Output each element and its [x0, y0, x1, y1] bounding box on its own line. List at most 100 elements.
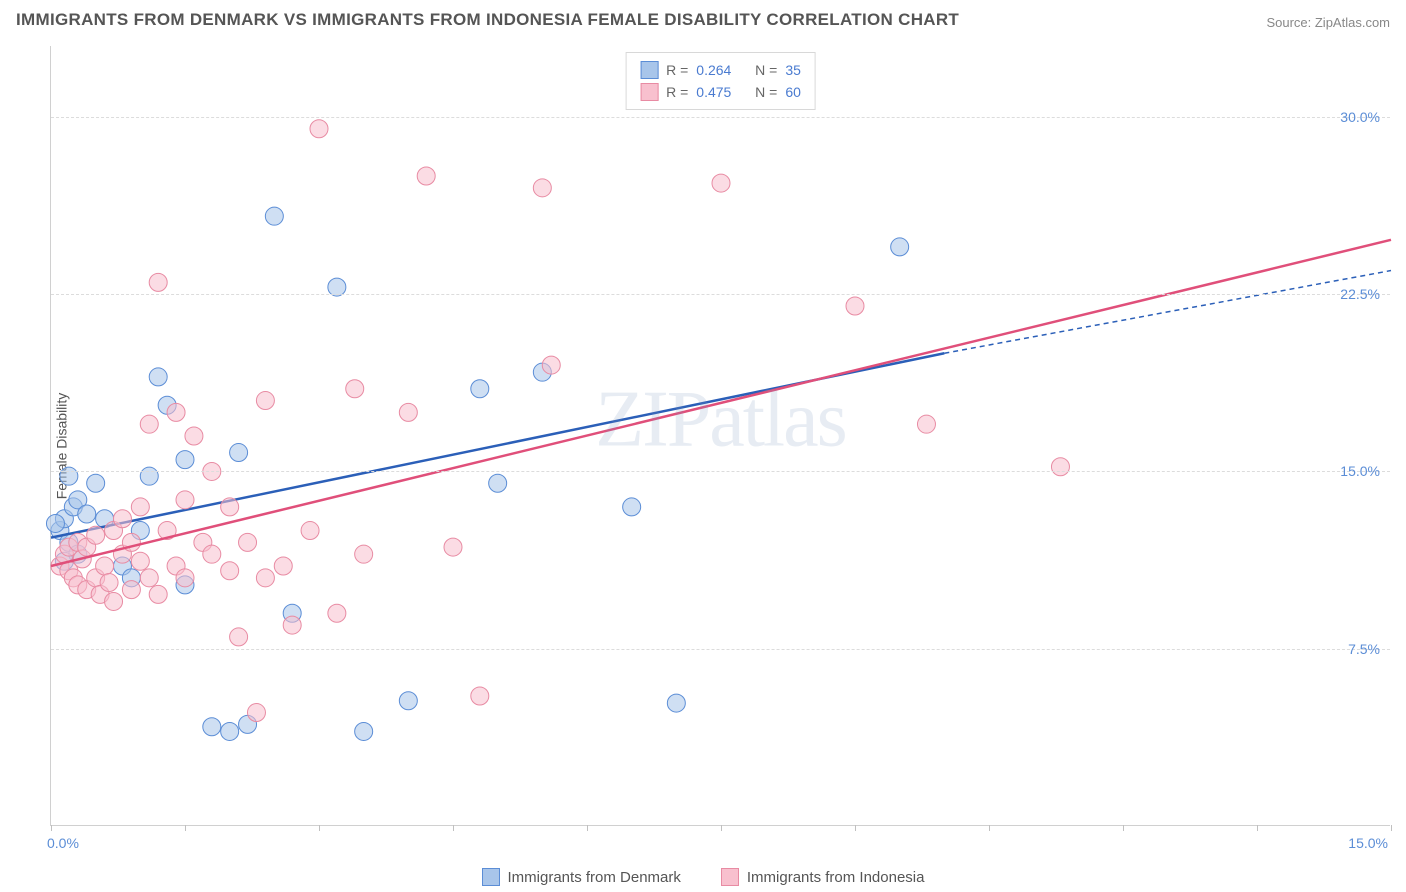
data-point	[417, 167, 435, 185]
data-point	[78, 505, 96, 523]
n-label: N =	[755, 62, 777, 78]
swatch-indonesia-icon	[721, 868, 739, 886]
data-point	[256, 392, 274, 410]
scatter-svg	[51, 46, 1390, 825]
data-point	[399, 692, 417, 710]
x-tick	[587, 825, 588, 831]
data-point	[221, 498, 239, 516]
data-point	[149, 368, 167, 386]
x-tick	[185, 825, 186, 831]
n-value-denmark: 35	[785, 62, 801, 78]
data-point	[149, 585, 167, 603]
data-point	[471, 687, 489, 705]
series-legend: Immigrants from Denmark Immigrants from …	[0, 868, 1406, 886]
data-point	[346, 380, 364, 398]
x-tick	[989, 825, 990, 831]
n-value-indonesia: 60	[785, 84, 801, 100]
trend-line	[51, 240, 1391, 566]
data-point	[310, 120, 328, 138]
x-tick	[1391, 825, 1392, 831]
r-label: R =	[666, 84, 688, 100]
y-tick-label: 22.5%	[1340, 286, 1380, 302]
data-point	[131, 498, 149, 516]
data-point	[542, 356, 560, 374]
gridline	[51, 471, 1390, 472]
chart-title: IMMIGRANTS FROM DENMARK VS IMMIGRANTS FR…	[16, 10, 959, 30]
data-point	[301, 522, 319, 540]
x-tick	[1257, 825, 1258, 831]
data-point	[131, 552, 149, 570]
swatch-denmark-icon	[482, 868, 500, 886]
data-point	[891, 238, 909, 256]
data-point	[140, 569, 158, 587]
data-point	[122, 581, 140, 599]
y-tick-label: 30.0%	[1340, 109, 1380, 125]
chart-plot-area: ZIPatlas R = 0.264 N = 35 R = 0.475 N = …	[50, 46, 1390, 826]
data-point	[167, 403, 185, 421]
data-point	[247, 704, 265, 722]
data-point	[140, 415, 158, 433]
data-point	[230, 628, 248, 646]
correlation-legend: R = 0.264 N = 35 R = 0.475 N = 60	[625, 52, 816, 110]
x-max-label: 15.0%	[1348, 835, 1388, 851]
data-point	[113, 510, 131, 528]
data-point	[203, 718, 221, 736]
y-tick-label: 7.5%	[1348, 641, 1380, 657]
x-tick	[855, 825, 856, 831]
gridline	[51, 649, 1390, 650]
data-point	[87, 474, 105, 492]
r-value-denmark: 0.264	[696, 62, 731, 78]
legend-row-denmark: R = 0.264 N = 35	[640, 59, 801, 81]
n-label: N =	[755, 84, 777, 100]
data-point	[176, 569, 194, 587]
data-point	[712, 174, 730, 192]
r-label: R =	[666, 62, 688, 78]
data-point	[265, 207, 283, 225]
data-point	[917, 415, 935, 433]
data-point	[176, 491, 194, 509]
legend-item-indonesia: Immigrants from Indonesia	[721, 868, 925, 886]
data-point	[203, 545, 221, 563]
x-tick	[1123, 825, 1124, 831]
data-point	[239, 533, 257, 551]
legend-label-denmark: Immigrants from Denmark	[508, 869, 681, 886]
data-point	[149, 273, 167, 291]
header: IMMIGRANTS FROM DENMARK VS IMMIGRANTS FR…	[0, 0, 1406, 36]
data-point	[185, 427, 203, 445]
data-point	[230, 444, 248, 462]
data-point	[328, 604, 346, 622]
data-point	[444, 538, 462, 556]
swatch-indonesia-icon	[640, 83, 658, 101]
data-point	[176, 451, 194, 469]
trend-line-extrapolated	[944, 271, 1391, 354]
data-point	[96, 557, 114, 575]
data-point	[221, 562, 239, 580]
source-attribution: Source: ZipAtlas.com	[1266, 15, 1390, 30]
data-point	[140, 467, 158, 485]
data-point	[60, 467, 78, 485]
data-point	[105, 592, 123, 610]
legend-row-indonesia: R = 0.475 N = 60	[640, 81, 801, 103]
data-point	[533, 179, 551, 197]
x-tick	[319, 825, 320, 831]
data-point	[283, 616, 301, 634]
x-min-label: 0.0%	[47, 835, 79, 851]
r-value-indonesia: 0.475	[696, 84, 731, 100]
data-point	[87, 526, 105, 544]
legend-label-indonesia: Immigrants from Indonesia	[747, 869, 925, 886]
data-point	[846, 297, 864, 315]
data-point	[274, 557, 292, 575]
swatch-denmark-icon	[640, 61, 658, 79]
x-tick	[453, 825, 454, 831]
gridline	[51, 294, 1390, 295]
data-point	[100, 574, 118, 592]
data-point	[489, 474, 507, 492]
x-tick	[721, 825, 722, 831]
data-point	[355, 722, 373, 740]
data-point	[256, 569, 274, 587]
gridline	[51, 117, 1390, 118]
data-point	[355, 545, 373, 563]
data-point	[1051, 458, 1069, 476]
data-point	[46, 514, 64, 532]
data-point	[221, 722, 239, 740]
